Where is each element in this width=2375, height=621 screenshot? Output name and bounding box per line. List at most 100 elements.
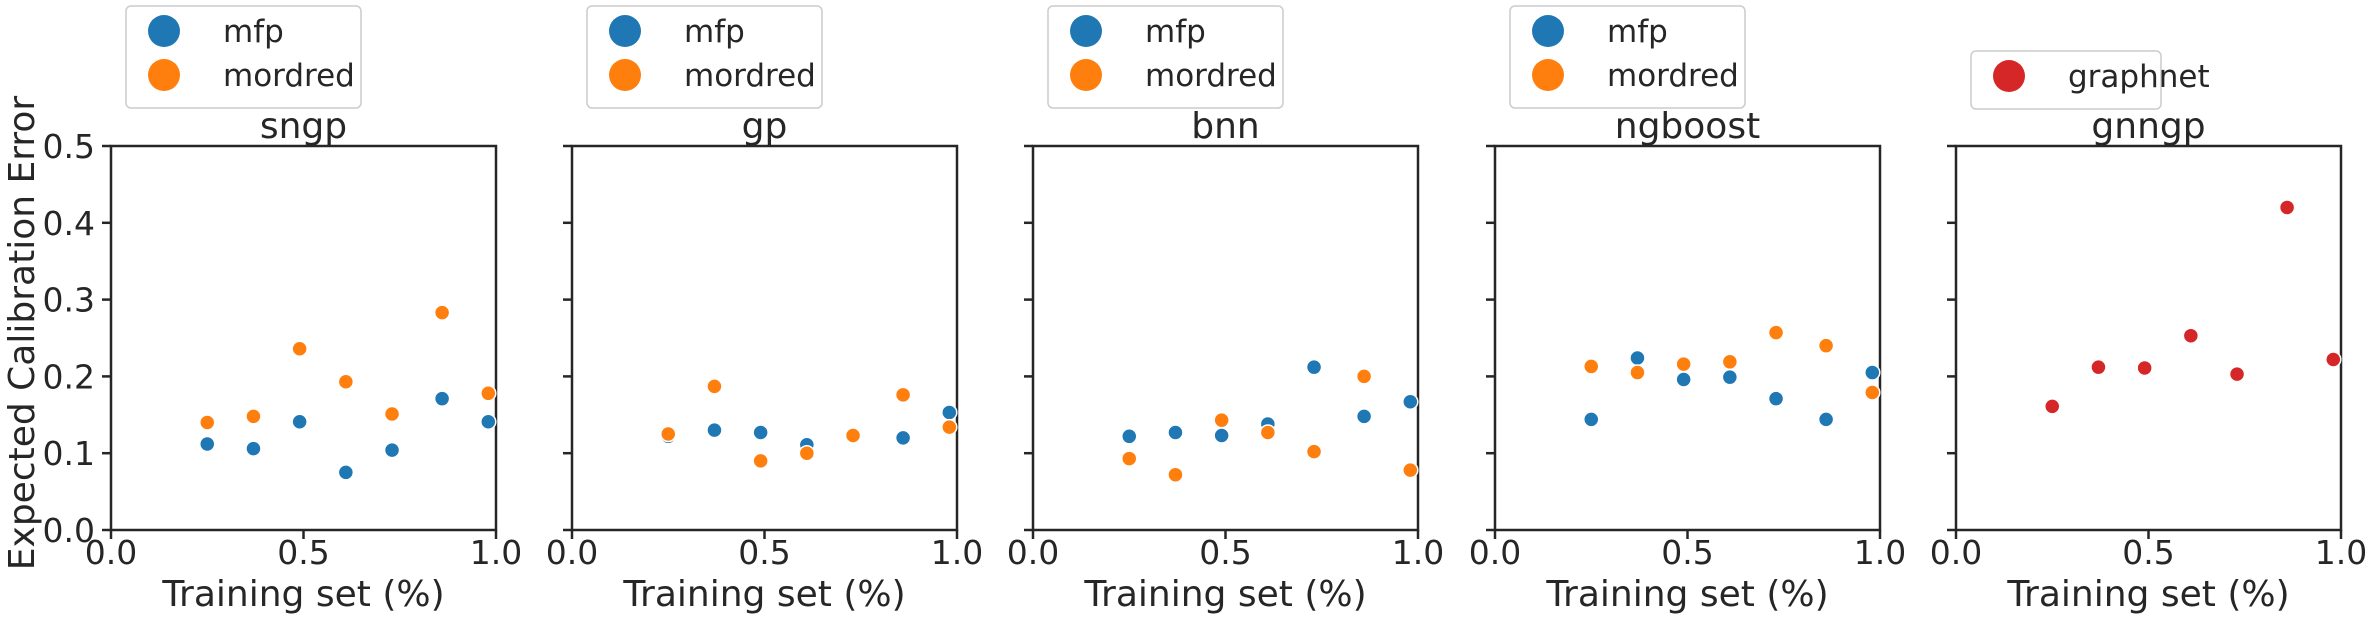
data-point bbox=[433, 390, 451, 407]
x-tick-label: 1.0 bbox=[470, 533, 522, 572]
y-tick-label: 0.2 bbox=[43, 357, 95, 396]
legend-marker bbox=[1532, 59, 1564, 91]
x-tick-label: 0.5 bbox=[2122, 533, 2174, 572]
data-point bbox=[798, 444, 816, 462]
axes-frame bbox=[109, 144, 498, 532]
legend-frame bbox=[125, 5, 362, 109]
x-axis-label: Training set (%) bbox=[2006, 574, 2289, 615]
data-point bbox=[1167, 466, 1184, 483]
data-point bbox=[941, 404, 958, 421]
series-mfp bbox=[1583, 349, 1881, 428]
legend-label: mfp bbox=[684, 14, 745, 50]
panel-title: gnngp bbox=[2091, 106, 2205, 147]
panel-gnngp: 0.0 0.5 1.0 Training set (%) gnngp graphnet bbox=[1930, 50, 2367, 615]
legend-frame bbox=[1047, 5, 1284, 109]
data-point bbox=[1864, 364, 1881, 381]
series-mordred bbox=[199, 304, 497, 431]
y-tick-label: 0.1 bbox=[43, 434, 95, 473]
x-tick-label: 0.0 bbox=[1469, 533, 1521, 572]
data-point bbox=[1583, 358, 1600, 375]
data-point bbox=[752, 452, 769, 470]
series-mordred bbox=[1121, 368, 1419, 483]
data-point bbox=[383, 405, 401, 423]
legend: mfp mordred bbox=[1047, 5, 1284, 109]
data-point bbox=[1259, 424, 1277, 441]
panel-title: sngp bbox=[260, 106, 347, 147]
x-tick-label: 1.0 bbox=[931, 533, 983, 572]
legend: mfp mordred bbox=[586, 5, 823, 109]
legend-label: mordred bbox=[223, 58, 355, 94]
data-point bbox=[2228, 365, 2246, 383]
y-tick-label: 0.0 bbox=[43, 511, 95, 550]
legend-frame bbox=[1509, 5, 1746, 109]
data-point bbox=[199, 435, 216, 453]
axes-frame bbox=[1493, 144, 1882, 532]
legend-label: mfp bbox=[223, 14, 284, 50]
y-tick-label: 0.4 bbox=[43, 204, 95, 243]
legend-label: mordred bbox=[1607, 58, 1739, 94]
data-point bbox=[2278, 199, 2296, 216]
data-point bbox=[199, 414, 216, 431]
data-point bbox=[1817, 411, 1835, 428]
data-point bbox=[383, 441, 401, 459]
x-axis-label: Training set (%) bbox=[161, 574, 444, 615]
x-axis-label: Training set (%) bbox=[1545, 574, 1828, 615]
panel-title: gp bbox=[742, 106, 788, 147]
x-axis-label: Training set (%) bbox=[622, 574, 905, 615]
series-mordred bbox=[660, 378, 958, 470]
data-point bbox=[480, 385, 497, 402]
x-tick-label: 0.0 bbox=[546, 533, 598, 572]
data-point bbox=[433, 304, 451, 321]
data-point bbox=[1767, 390, 1785, 407]
legend-label: mfp bbox=[1607, 14, 1668, 50]
x-tick-label: 0.5 bbox=[1199, 533, 1251, 572]
data-point bbox=[1305, 443, 1323, 460]
x-tick-label: 0.0 bbox=[1930, 533, 1982, 572]
data-point bbox=[1402, 461, 1419, 479]
data-point bbox=[1767, 324, 1785, 341]
data-point bbox=[291, 340, 308, 358]
data-point bbox=[2182, 327, 2200, 344]
data-point bbox=[1817, 337, 1835, 354]
data-point bbox=[2090, 358, 2107, 376]
data-point bbox=[1675, 371, 1692, 388]
data-point bbox=[1355, 368, 1373, 385]
data-point bbox=[1629, 349, 1646, 367]
legend-marker bbox=[1070, 15, 1102, 47]
data-point bbox=[894, 429, 912, 447]
data-point bbox=[1305, 358, 1323, 376]
series-mordred bbox=[1583, 324, 1881, 401]
panel-ngboost: 0.0 0.5 1.0 Training set (%) ngboost mfp mordr… bbox=[1469, 5, 1906, 615]
data-point bbox=[660, 425, 677, 443]
legend-marker bbox=[1532, 15, 1564, 47]
panel-gp: 0.0 0.5 1.0 Training set (%) gp mfp mordred bbox=[546, 5, 983, 615]
data-point bbox=[2044, 398, 2061, 415]
data-point bbox=[1675, 355, 1692, 373]
data-point bbox=[2325, 351, 2342, 368]
legend: mfp mordred bbox=[1509, 5, 1746, 109]
data-point bbox=[1213, 411, 1230, 429]
series-mfp bbox=[660, 404, 958, 454]
legend-frame bbox=[586, 5, 823, 109]
panel-sngp: 0.0 0.1 0.2 0.3 0.4 0.5 0.0 0.5 1.0 Training set … bbox=[43, 5, 522, 615]
legend-marker bbox=[609, 15, 641, 47]
x-tick-label: 0.5 bbox=[738, 533, 790, 572]
data-point bbox=[337, 373, 355, 391]
data-point bbox=[480, 413, 497, 430]
legend-marker bbox=[1070, 59, 1102, 91]
legend-label: mordred bbox=[1145, 58, 1277, 94]
panel-title: bnn bbox=[1191, 106, 1259, 147]
series-mfp bbox=[199, 390, 497, 481]
data-point bbox=[245, 408, 262, 425]
data-point bbox=[1121, 450, 1138, 467]
data-point bbox=[1583, 411, 1600, 428]
x-tick-label: 0.0 bbox=[85, 533, 137, 572]
x-tick-label: 0.5 bbox=[277, 533, 329, 572]
x-tick-label: 0.5 bbox=[1661, 533, 1713, 572]
legend-label: mfp bbox=[1145, 14, 1206, 50]
series-graphnet bbox=[2044, 199, 2342, 415]
data-point bbox=[706, 378, 723, 395]
data-point bbox=[1121, 428, 1138, 445]
y-axis-label: Expected Calibration Error bbox=[2, 96, 43, 571]
legend-label: graphnet bbox=[2068, 59, 2210, 95]
